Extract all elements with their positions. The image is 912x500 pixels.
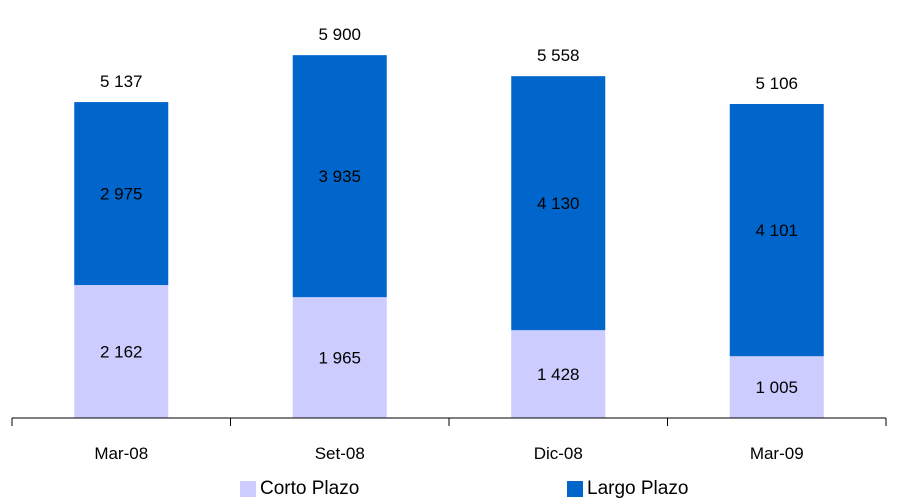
data-label-corto-plazo-set-08: 1 965 bbox=[318, 349, 361, 368]
bar-largo-plazo-dic-08 bbox=[511, 76, 606, 331]
legend-swatch-corto-plazo bbox=[240, 481, 256, 497]
data-label-largo-plazo-dic-08: 4 130 bbox=[537, 194, 580, 213]
data-label-largo-plazo-set-08: 3 935 bbox=[318, 167, 361, 186]
bar-corto-plazo-dic-08 bbox=[511, 330, 606, 418]
total-label-mar-08: 5 137 bbox=[100, 72, 143, 91]
data-label-largo-plazo-mar-08: 2 975 bbox=[100, 185, 143, 204]
total-label-set-08: 5 900 bbox=[318, 25, 361, 44]
bar-corto-plazo-set-08 bbox=[292, 297, 387, 418]
total-label-dic-08: 5 558 bbox=[537, 46, 580, 65]
x-tick-label-dic-08: Dic-08 bbox=[534, 444, 583, 463]
bar-corto-plazo-mar-08 bbox=[74, 285, 169, 418]
data-label-corto-plazo-mar-08: 2 162 bbox=[100, 343, 143, 362]
x-tick-label-mar-09: Mar-09 bbox=[750, 444, 804, 463]
legend-label-largo-plazo: Largo Plazo bbox=[587, 478, 689, 499]
bar-corto-plazo-mar-09 bbox=[729, 356, 824, 418]
bar-largo-plazo-mar-09 bbox=[729, 103, 824, 357]
data-label-corto-plazo-dic-08: 1 428 bbox=[537, 365, 580, 384]
x-tick-label-mar-08: Mar-08 bbox=[94, 444, 148, 463]
data-label-largo-plazo-mar-09: 4 101 bbox=[755, 221, 798, 240]
data-label-corto-plazo-mar-09: 1 005 bbox=[755, 378, 798, 397]
legend-label-corto-plazo: Corto Plazo bbox=[260, 478, 360, 499]
total-label-mar-09: 5 106 bbox=[755, 74, 798, 93]
chart-legend: Corto Plazo Largo Plazo bbox=[0, 478, 912, 500]
bar-largo-plazo-set-08 bbox=[292, 55, 387, 298]
legend-swatch-largo-plazo bbox=[567, 481, 583, 497]
legend-item-corto-plazo: Corto Plazo bbox=[240, 478, 359, 500]
bar-largo-plazo-mar-08 bbox=[74, 102, 169, 286]
legend-item-largo-plazo: Largo Plazo bbox=[567, 478, 688, 500]
x-tick-label-set-08: Set-08 bbox=[315, 444, 365, 463]
